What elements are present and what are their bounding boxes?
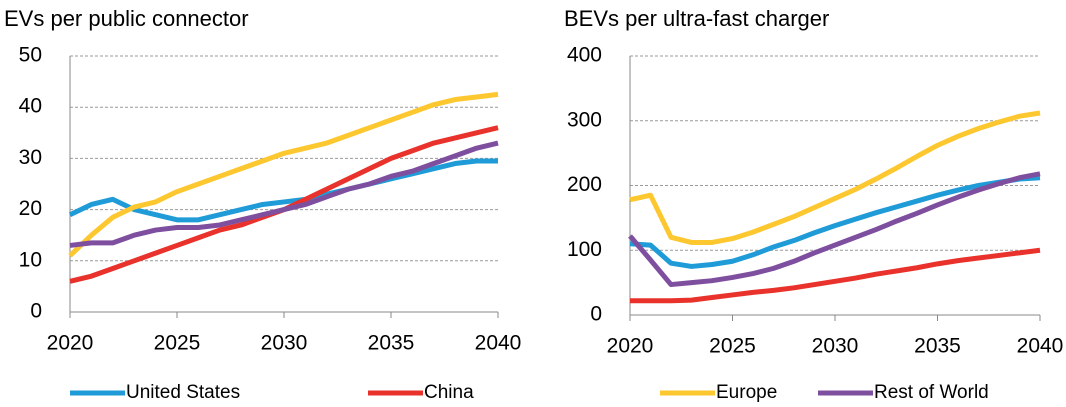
y-tick-label: 100 xyxy=(567,238,602,261)
x-tick-label: 2025 xyxy=(709,335,756,358)
chart-title: EVs per public connector xyxy=(4,6,249,31)
chart-title: BEVs per ultra-fast charger xyxy=(564,6,829,31)
y-tick-label: 10 xyxy=(19,248,42,271)
x-tick-label: 2030 xyxy=(812,335,859,358)
y-tick-label: 300 xyxy=(567,108,602,131)
y-tick-label: 200 xyxy=(567,173,602,196)
series-line xyxy=(628,171,1041,288)
series-line xyxy=(69,140,499,248)
series-line xyxy=(68,91,499,258)
x-tick-label: 2025 xyxy=(154,332,201,355)
series-line xyxy=(629,110,1041,245)
series-line xyxy=(68,158,498,223)
legend-label: Rest of World xyxy=(874,382,989,403)
x-tick-label: 2040 xyxy=(1017,335,1064,358)
series-line xyxy=(630,247,1041,304)
y-tick-label: 0 xyxy=(30,300,42,323)
legend-label: Europe xyxy=(716,382,777,403)
x-tick-label: 2035 xyxy=(914,335,961,358)
y-tick-label: 50 xyxy=(19,44,42,67)
series-line xyxy=(629,175,1041,269)
x-tick-label: 2040 xyxy=(475,332,522,355)
x-tick-label: 2020 xyxy=(607,335,654,358)
x-tick-label: 2020 xyxy=(47,332,94,355)
y-tick-label: 40 xyxy=(19,95,42,118)
y-tick-label: 30 xyxy=(19,146,42,169)
legend-label: China xyxy=(424,382,474,403)
x-tick-label: 2030 xyxy=(261,332,308,355)
y-tick-label: 20 xyxy=(19,197,42,220)
y-tick-label: 0 xyxy=(590,303,602,326)
x-tick-label: 2035 xyxy=(368,332,415,355)
y-tick-label: 400 xyxy=(567,44,602,67)
legend-label: United States xyxy=(126,382,240,403)
